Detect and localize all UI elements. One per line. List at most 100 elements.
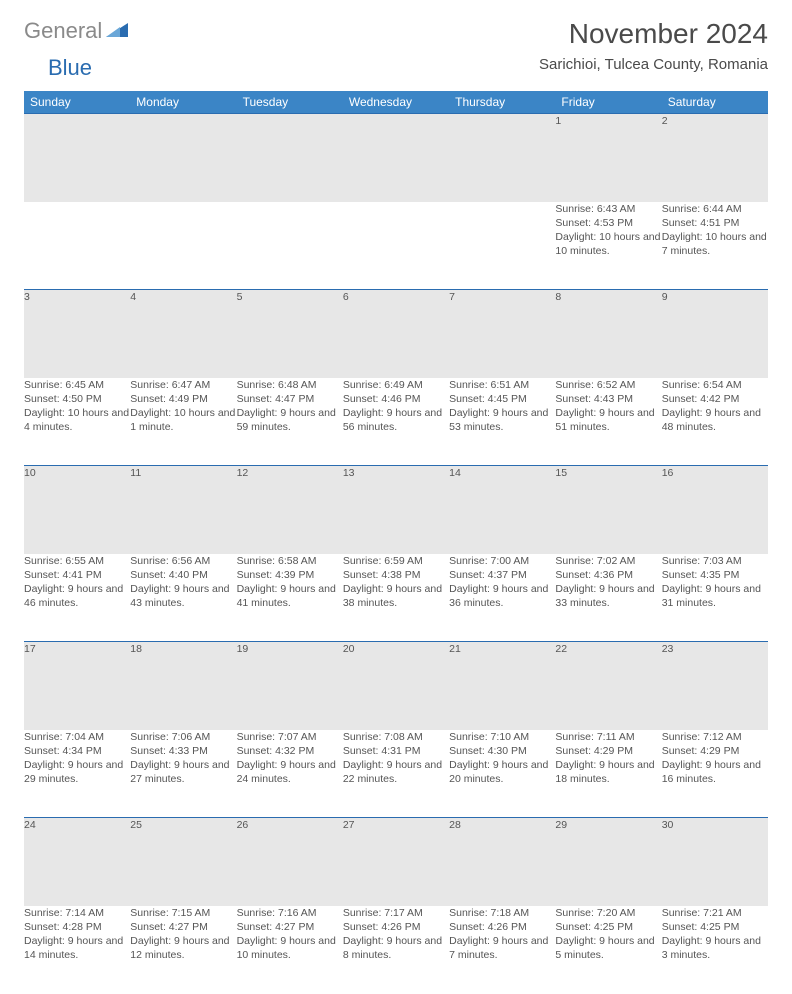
day-number-cell: 6 (343, 290, 449, 378)
day-detail-cell: Sunrise: 6:54 AMSunset: 4:42 PMDaylight:… (662, 378, 768, 466)
sunrise-text: Sunrise: 6:54 AM (662, 378, 768, 392)
sunrise-text: Sunrise: 6:55 AM (24, 554, 130, 568)
day-number-cell: 25 (130, 818, 236, 906)
day-number-cell (449, 114, 555, 202)
day-number-row: 12 (24, 114, 768, 202)
day-detail-cell: Sunrise: 7:02 AMSunset: 4:36 PMDaylight:… (555, 554, 661, 642)
sunrise-text: Sunrise: 6:45 AM (24, 378, 130, 392)
day-number-cell: 17 (24, 642, 130, 730)
weekday-header: Monday (130, 91, 236, 114)
sunset-text: Sunset: 4:32 PM (237, 744, 343, 758)
weekday-header: Saturday (662, 91, 768, 114)
daylight-text: Daylight: 10 hours and 10 minutes. (555, 230, 661, 258)
daylight-text: Daylight: 9 hours and 5 minutes. (555, 934, 661, 962)
sunset-text: Sunset: 4:38 PM (343, 568, 449, 582)
daylight-text: Daylight: 10 hours and 1 minute. (130, 406, 236, 434)
logo: General (24, 18, 130, 44)
sunset-text: Sunset: 4:33 PM (130, 744, 236, 758)
daylight-text: Daylight: 9 hours and 3 minutes. (662, 934, 768, 962)
sunset-text: Sunset: 4:40 PM (130, 568, 236, 582)
sunrise-text: Sunrise: 7:14 AM (24, 906, 130, 920)
daylight-text: Daylight: 9 hours and 36 minutes. (449, 582, 555, 610)
daylight-text: Daylight: 9 hours and 24 minutes. (237, 758, 343, 786)
sunset-text: Sunset: 4:46 PM (343, 392, 449, 406)
day-number-cell: 13 (343, 466, 449, 554)
day-number-cell: 14 (449, 466, 555, 554)
day-detail-cell: Sunrise: 7:16 AMSunset: 4:27 PMDaylight:… (237, 906, 343, 994)
logo-triangle-icon (106, 21, 128, 42)
day-detail-row: Sunrise: 7:04 AMSunset: 4:34 PMDaylight:… (24, 730, 768, 818)
daylight-text: Daylight: 9 hours and 56 minutes. (343, 406, 449, 434)
sunset-text: Sunset: 4:43 PM (555, 392, 661, 406)
logo-text-gray: General (24, 18, 102, 44)
daylight-text: Daylight: 9 hours and 16 minutes. (662, 758, 768, 786)
day-detail-cell: Sunrise: 7:00 AMSunset: 4:37 PMDaylight:… (449, 554, 555, 642)
sunset-text: Sunset: 4:31 PM (343, 744, 449, 758)
sunrise-text: Sunrise: 7:12 AM (662, 730, 768, 744)
day-detail-cell: Sunrise: 6:59 AMSunset: 4:38 PMDaylight:… (343, 554, 449, 642)
day-detail-cell (24, 202, 130, 290)
day-detail-cell (130, 202, 236, 290)
day-detail-cell: Sunrise: 7:06 AMSunset: 4:33 PMDaylight:… (130, 730, 236, 818)
day-number-cell: 29 (555, 818, 661, 906)
day-detail-cell: Sunrise: 7:03 AMSunset: 4:35 PMDaylight:… (662, 554, 768, 642)
day-number-cell (24, 114, 130, 202)
sunrise-text: Sunrise: 6:43 AM (555, 202, 661, 216)
day-number-cell: 27 (343, 818, 449, 906)
day-detail-cell: Sunrise: 6:44 AMSunset: 4:51 PMDaylight:… (662, 202, 768, 290)
sunset-text: Sunset: 4:27 PM (130, 920, 236, 934)
daylight-text: Daylight: 9 hours and 14 minutes. (24, 934, 130, 962)
sunrise-text: Sunrise: 7:10 AM (449, 730, 555, 744)
daylight-text: Daylight: 9 hours and 51 minutes. (555, 406, 661, 434)
sunrise-text: Sunrise: 6:56 AM (130, 554, 236, 568)
sunrise-text: Sunrise: 7:08 AM (343, 730, 449, 744)
sunset-text: Sunset: 4:34 PM (24, 744, 130, 758)
day-detail-cell: Sunrise: 7:21 AMSunset: 4:25 PMDaylight:… (662, 906, 768, 994)
day-number-cell: 1 (555, 114, 661, 202)
daylight-text: Daylight: 9 hours and 29 minutes. (24, 758, 130, 786)
daylight-text: Daylight: 9 hours and 18 minutes. (555, 758, 661, 786)
day-detail-cell: Sunrise: 7:11 AMSunset: 4:29 PMDaylight:… (555, 730, 661, 818)
day-detail-cell (237, 202, 343, 290)
calendar-table: SundayMondayTuesdayWednesdayThursdayFrid… (24, 91, 768, 994)
day-detail-cell: Sunrise: 6:48 AMSunset: 4:47 PMDaylight:… (237, 378, 343, 466)
sunset-text: Sunset: 4:37 PM (449, 568, 555, 582)
calendar-header: SundayMondayTuesdayWednesdayThursdayFrid… (24, 91, 768, 114)
day-number-cell: 12 (237, 466, 343, 554)
day-number-cell: 26 (237, 818, 343, 906)
sunset-text: Sunset: 4:25 PM (555, 920, 661, 934)
day-detail-cell: Sunrise: 7:14 AMSunset: 4:28 PMDaylight:… (24, 906, 130, 994)
day-number-cell: 28 (449, 818, 555, 906)
day-number-row: 3456789 (24, 290, 768, 378)
daylight-text: Daylight: 9 hours and 31 minutes. (662, 582, 768, 610)
daylight-text: Daylight: 9 hours and 10 minutes. (237, 934, 343, 962)
weekday-header: Tuesday (237, 91, 343, 114)
daylight-text: Daylight: 9 hours and 38 minutes. (343, 582, 449, 610)
sunrise-text: Sunrise: 6:52 AM (555, 378, 661, 392)
weekday-header: Sunday (24, 91, 130, 114)
day-number-cell: 5 (237, 290, 343, 378)
sunset-text: Sunset: 4:26 PM (449, 920, 555, 934)
sunset-text: Sunset: 4:29 PM (662, 744, 768, 758)
day-number-row: 24252627282930 (24, 818, 768, 906)
sunset-text: Sunset: 4:41 PM (24, 568, 130, 582)
day-number-cell: 3 (24, 290, 130, 378)
sunset-text: Sunset: 4:30 PM (449, 744, 555, 758)
day-number-cell: 23 (662, 642, 768, 730)
sunset-text: Sunset: 4:26 PM (343, 920, 449, 934)
daylight-text: Daylight: 9 hours and 22 minutes. (343, 758, 449, 786)
day-number-cell: 9 (662, 290, 768, 378)
day-detail-cell: Sunrise: 6:52 AMSunset: 4:43 PMDaylight:… (555, 378, 661, 466)
sunset-text: Sunset: 4:35 PM (662, 568, 768, 582)
daylight-text: Daylight: 10 hours and 4 minutes. (24, 406, 130, 434)
daylight-text: Daylight: 9 hours and 46 minutes. (24, 582, 130, 610)
sunrise-text: Sunrise: 7:20 AM (555, 906, 661, 920)
logo-text-blue: Blue (48, 55, 92, 81)
daylight-text: Daylight: 9 hours and 53 minutes. (449, 406, 555, 434)
day-number-cell (130, 114, 236, 202)
daylight-text: Daylight: 9 hours and 8 minutes. (343, 934, 449, 962)
day-detail-cell: Sunrise: 7:10 AMSunset: 4:30 PMDaylight:… (449, 730, 555, 818)
sunset-text: Sunset: 4:25 PM (662, 920, 768, 934)
daylight-text: Daylight: 9 hours and 33 minutes. (555, 582, 661, 610)
sunrise-text: Sunrise: 7:02 AM (555, 554, 661, 568)
